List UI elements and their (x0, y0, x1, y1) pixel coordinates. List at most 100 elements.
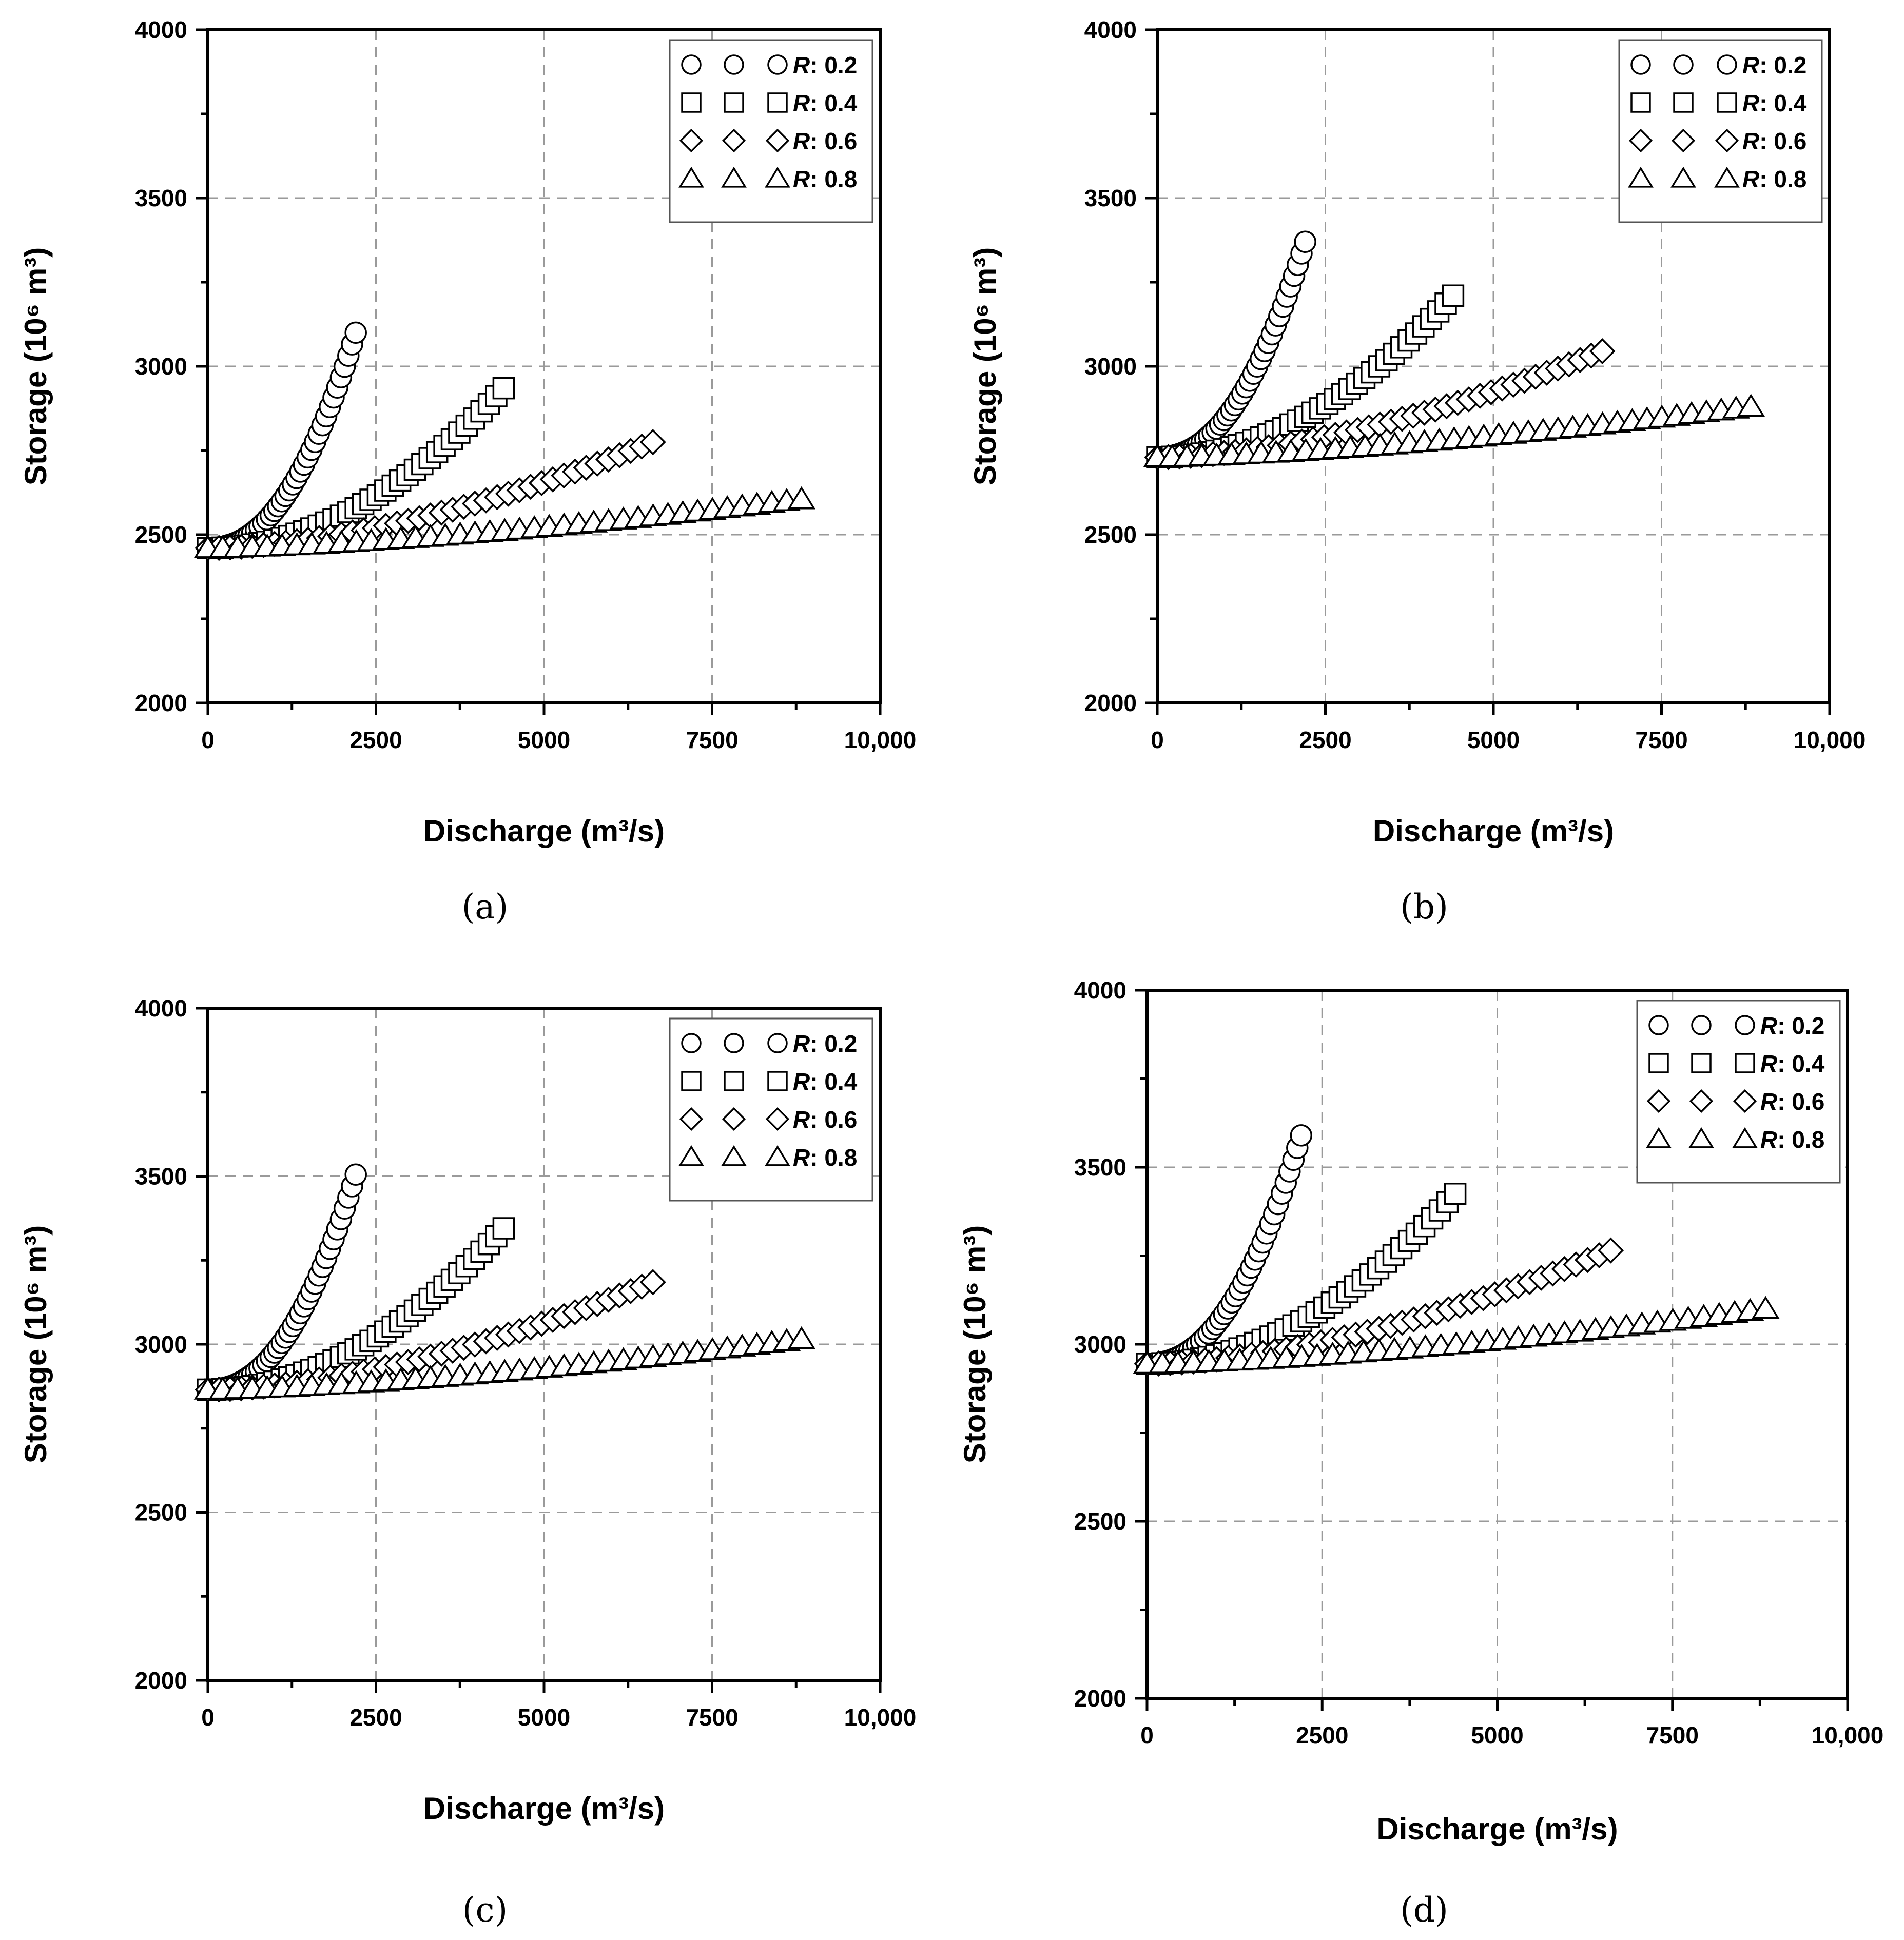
y-tick-label: 3500 (135, 185, 187, 211)
x-tick-label: 10,000 (844, 1704, 917, 1731)
legend-label: R: 0.8 (1742, 166, 1806, 192)
legend-marker-square (767, 1071, 788, 1091)
data-point-circle (344, 321, 367, 344)
legend-marker-diamond (1646, 1089, 1671, 1113)
legend-marker-square (1735, 1053, 1755, 1073)
y-axis-title: Storage (10⁶ m³) (18, 1225, 53, 1463)
legend-marker-diamond (679, 1107, 704, 1131)
legend-marker-triangle (678, 1145, 704, 1166)
legend-marker-triangle (765, 166, 790, 188)
y-axis-title: Storage (10⁶ m³) (968, 247, 1002, 485)
legend-marker-triangle (1714, 166, 1740, 188)
y-tick-label: 3000 (1074, 1331, 1126, 1358)
x-tick-label: 5000 (518, 727, 570, 753)
data-point-circle (1290, 1124, 1313, 1147)
y-axis-title: Storage (10⁶ m³) (18, 247, 53, 485)
data-point-triangle (787, 1326, 816, 1349)
legend: R: 0.2 R: 0.4 R: 0.6 R: 0.8 (669, 1017, 873, 1202)
y-axis-title: Storage (10⁶ m³) (958, 1225, 992, 1463)
legend-label: R: 0.2 (1742, 52, 1806, 79)
y-tick-label: 2500 (135, 1499, 187, 1526)
legend-marker-triangle (1646, 1127, 1672, 1148)
legend-marker-circle (724, 1033, 744, 1053)
y-tick-label: 3500 (1074, 1154, 1126, 1181)
y-tick-label: 2000 (1084, 690, 1137, 716)
legend-label: R: 0.4 (793, 1068, 858, 1095)
y-tick-label: 4000 (1074, 977, 1126, 1004)
legend-marker-triangle (721, 166, 747, 188)
x-tick-label: 10,000 (1812, 1722, 1884, 1749)
legend-marker-diamond (1733, 1089, 1757, 1113)
x-axis-title: Discharge (m³/s) (1373, 814, 1614, 848)
y-tick-label: 3000 (1084, 353, 1137, 380)
legend-marker-triangle (1732, 1127, 1758, 1148)
data-point-triangle (787, 486, 816, 510)
x-tick-label: 5000 (1467, 727, 1520, 753)
legend-label: R: 0.4 (1760, 1050, 1825, 1077)
legend-marker-circle (681, 54, 702, 75)
x-tick-label: 7500 (686, 1704, 738, 1731)
legend: R: 0.2 R: 0.4 R: 0.6 R: 0.8 (1636, 1000, 1841, 1184)
legend-marker-square (681, 92, 702, 113)
data-point-square (1444, 1183, 1467, 1205)
data-point-diamond (1598, 1237, 1624, 1264)
legend-label: R: 0.2 (1760, 1012, 1824, 1039)
x-tick-label: 2500 (1299, 727, 1351, 753)
series-triangle (1133, 1296, 1780, 1374)
legend-marker-square (724, 1071, 744, 1091)
legend-label: R: 0.6 (793, 128, 857, 154)
legend-marker-diamond (1689, 1089, 1714, 1113)
data-point-square (492, 377, 515, 400)
legend-label: R: 0.8 (793, 166, 857, 192)
legend-marker-triangle (1688, 1127, 1714, 1148)
data-point-circle (1294, 230, 1316, 253)
legend-marker-square (724, 92, 744, 113)
legend-marker-diamond (765, 128, 790, 153)
y-tick-label: 3000 (135, 353, 187, 380)
data-point-square (492, 1217, 515, 1240)
legend-label: R: 0.6 (793, 1106, 857, 1133)
legend-marker-triangle (1670, 166, 1696, 188)
panel-label: (c) (462, 1890, 508, 1930)
legend-label: R: 0.6 (1760, 1088, 1824, 1115)
x-tick-label: 2500 (349, 727, 402, 753)
y-tick-label: 2000 (135, 1667, 187, 1694)
x-tick-label: 7500 (1646, 1722, 1699, 1749)
y-tick-label: 3500 (135, 1163, 187, 1190)
y-tick-label: 2500 (135, 521, 187, 548)
data-point-triangle (1737, 394, 1765, 417)
legend-label: R: 0.2 (793, 52, 857, 79)
legend-marker-circle (1630, 54, 1651, 75)
series-triangle (193, 486, 816, 558)
x-tick-label: 0 (1151, 727, 1164, 753)
data-point-triangle (1751, 1296, 1780, 1319)
legend-marker-square (1648, 1053, 1669, 1073)
x-axis-title: Discharge (m³/s) (423, 814, 665, 848)
chart-panel-a: 0 2500 5000 7500 10,000 2000 2500 3000 3500 4000 D… (18, 16, 916, 927)
x-tick-label: 2500 (1296, 1722, 1348, 1749)
x-axis-title: Discharge (m³/s) (423, 1791, 665, 1826)
y-tick-label: 2000 (135, 690, 187, 716)
legend-marker-triangle (721, 1145, 747, 1166)
panel-label: (d) (1400, 1890, 1448, 1930)
legend-label: R: 0.4 (1742, 90, 1807, 116)
legend-marker-circle (767, 1033, 788, 1053)
y-tick-label: 4000 (135, 995, 187, 1022)
data-point-circle (344, 1163, 367, 1186)
x-tick-label: 7500 (1635, 727, 1687, 753)
legend-marker-circle (1691, 1015, 1712, 1035)
legend: R: 0.2 R: 0.4 R: 0.6 R: 0.8 (669, 39, 873, 223)
legend-label: R: 0.4 (793, 90, 858, 116)
data-point-square (1442, 284, 1465, 307)
data-point-diamond (639, 429, 666, 456)
legend-marker-square (767, 92, 788, 113)
legend-marker-circle (1735, 1015, 1755, 1035)
y-tick-label: 2500 (1084, 521, 1137, 548)
legend-marker-circle (681, 1033, 702, 1053)
data-point-diamond (639, 1269, 666, 1296)
y-tick-label: 2500 (1074, 1508, 1126, 1535)
legend-marker-diamond (679, 128, 704, 153)
legend-label: R: 0.8 (793, 1144, 857, 1171)
y-tick-label: 3000 (135, 1331, 187, 1358)
